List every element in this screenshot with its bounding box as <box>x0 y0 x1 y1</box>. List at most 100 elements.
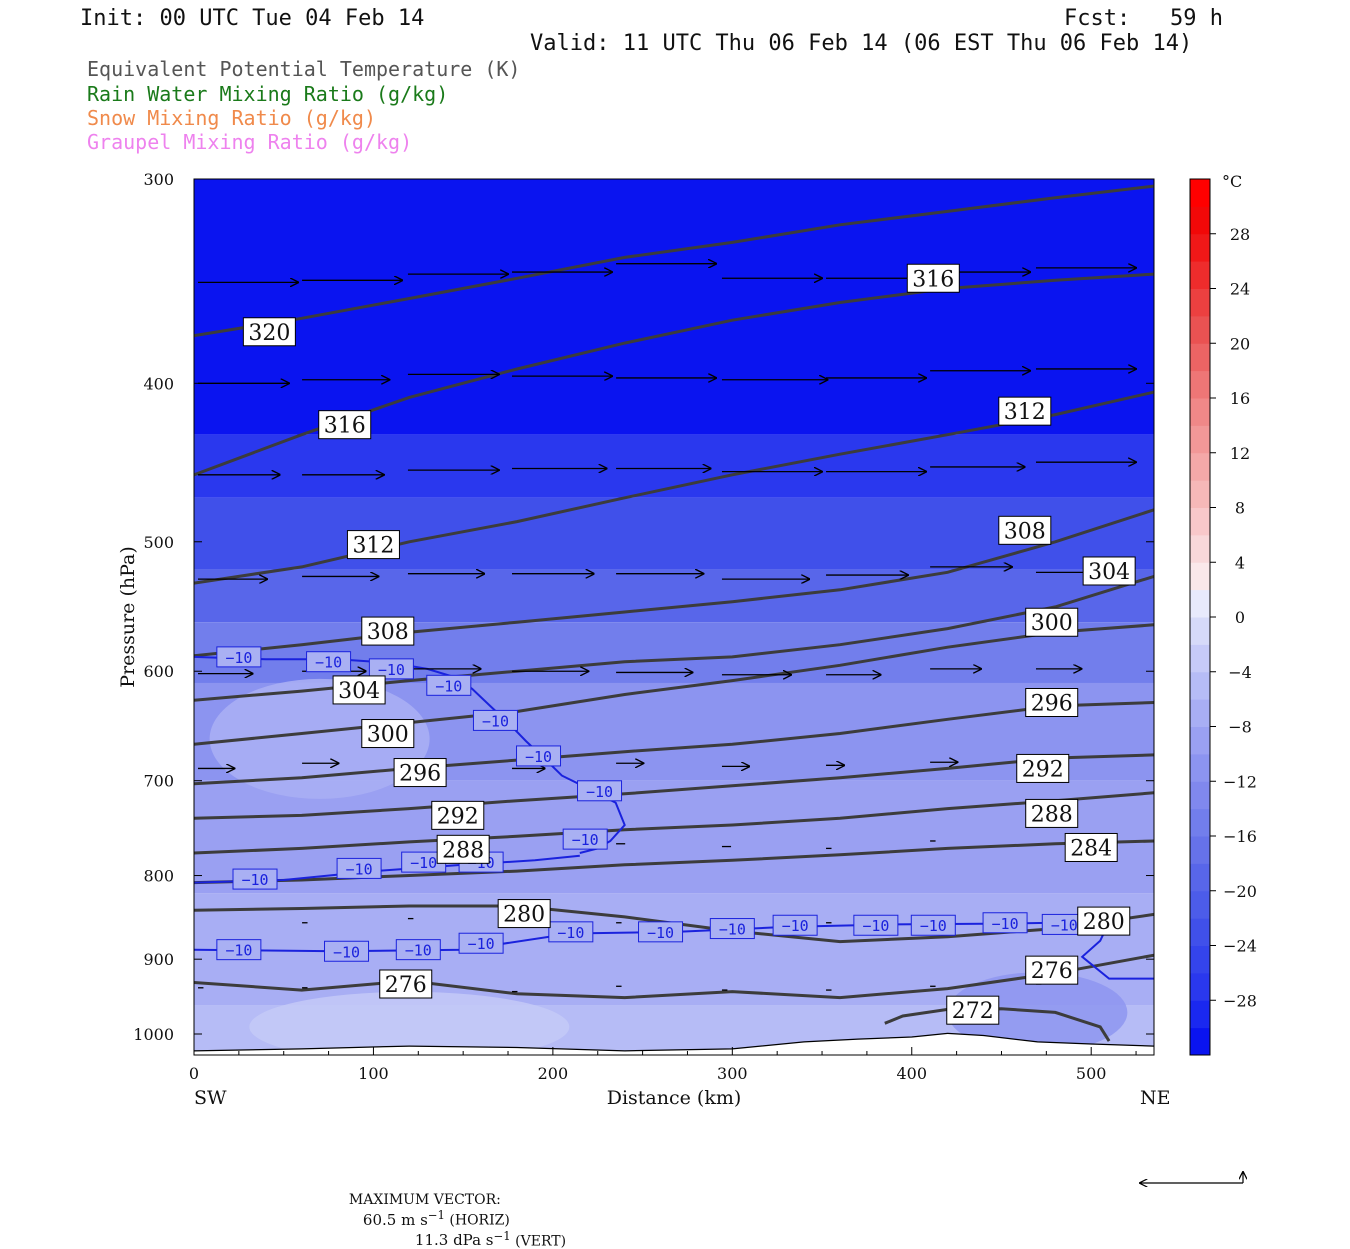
temperature-label-box <box>216 646 262 668</box>
theta-e-label-box <box>998 515 1052 545</box>
temperature-label-box <box>336 857 382 879</box>
theta-e-label: 312 <box>352 534 394 559</box>
legend-rain-water: Rain Water Mixing Ratio (g/kg) <box>87 82 449 106</box>
temperature-label-box <box>324 940 370 962</box>
y-tick-label: 900 <box>143 950 174 969</box>
temperature-label: −10 <box>405 942 432 960</box>
colorbar-band <box>1190 288 1210 317</box>
theta-e-label-box <box>393 758 447 788</box>
theta-e-label: 296 <box>1031 692 1073 717</box>
theta-e-label: 304 <box>1088 560 1130 585</box>
colorbar-tick-label: 0 <box>1235 608 1245 627</box>
colorbar-band <box>1190 863 1210 892</box>
temperature-label-box <box>395 939 441 961</box>
colorbar-tick-label: 8 <box>1235 499 1245 518</box>
theta-e-label-box <box>318 410 372 440</box>
colorbar-band <box>1190 972 1210 1001</box>
theta-e-label-box <box>1064 832 1118 862</box>
temperature-label-box <box>516 745 562 767</box>
temperature-label: −10 <box>557 924 584 942</box>
temperature-label: −10 <box>647 924 674 942</box>
theta-e-contour-288 <box>194 791 1154 855</box>
vert-exp: −1 <box>493 1228 511 1243</box>
colorbar-tick-label: 20 <box>1230 334 1250 353</box>
temperature-label: −10 <box>410 854 437 872</box>
temperature-label: −10 <box>435 677 462 695</box>
temperature-label-box <box>853 914 899 936</box>
temperature-label-box <box>306 651 352 673</box>
theta-e-label: 304 <box>338 679 380 704</box>
theta-e-label-box <box>1025 688 1079 718</box>
temperature-label-box <box>216 939 262 961</box>
legend-snow: Snow Mixing Ratio (g/kg) <box>87 106 376 130</box>
valid-time: Valid: 11 UTC Thu 06 Feb 14 (06 EST Thu … <box>530 31 1193 56</box>
temperature-label: −10 <box>782 917 809 935</box>
colorbar-band <box>1190 562 1210 591</box>
colorbar: 28 24 20 16 12 8 4 0 −4 −8 −12 −16 −20 −24 −28 °C <box>1189 172 1257 1056</box>
colorbar-band <box>1190 753 1210 782</box>
x-right-end-label: NE <box>1140 1087 1171 1109</box>
theta-e-label: 288 <box>442 838 484 863</box>
x-tick-label: 300 <box>717 1064 748 1083</box>
colorbar-band <box>1190 507 1210 536</box>
theta-e-label-box <box>361 616 415 646</box>
theta-e-label-box <box>906 263 960 293</box>
colorbar-tick-label: −4 <box>1228 663 1252 682</box>
temperature-label-box <box>638 921 684 943</box>
theta-e-label: 316 <box>324 414 366 439</box>
colorbar-band <box>1190 425 1210 454</box>
colorbar-band <box>1190 233 1210 262</box>
temperature-label: −10 <box>468 935 495 953</box>
horiz-tag: (HORIZ) <box>444 1212 510 1229</box>
horiz-value: 60.5 m s <box>362 1210 428 1229</box>
colorbar-band <box>1190 836 1210 864</box>
temperature-label-box <box>577 780 623 802</box>
theta-e-label-box <box>242 317 296 347</box>
theta-e-label-box <box>1025 955 1079 985</box>
colorbar-band <box>1190 343 1210 372</box>
colorbar-band <box>1190 480 1210 508</box>
theta-e-label-box <box>379 969 433 999</box>
temperature-label: −10 <box>525 748 552 766</box>
theta-e-label: 284 <box>1070 836 1112 861</box>
theta-e-label: 292 <box>437 804 479 829</box>
temperature-label-box <box>709 918 755 940</box>
horiz-exp: −1 <box>427 1208 445 1222</box>
theta-e-label: 276 <box>385 973 427 998</box>
theta-e-label: 312 <box>1004 400 1046 425</box>
forecast-hour: Fcst: 59 h <box>1064 6 1223 31</box>
init-time: Init: 00 UTC Tue 04 Feb 14 <box>80 6 425 31</box>
theta-e-labels: 316 320 316 312 312 308 304 308 300 304 296 300 292 2… <box>242 263 1136 1025</box>
colorbar-tick-label: −8 <box>1228 718 1252 737</box>
temperature-label: −10 <box>315 654 342 672</box>
theta-e-label-box <box>431 800 485 830</box>
temperature-label: −10 <box>378 661 405 679</box>
theta-e-label-box <box>346 530 400 560</box>
colorbar-band <box>1190 781 1210 810</box>
colorbar-band <box>1190 261 1210 289</box>
colorbar-tick-label: −12 <box>1223 772 1257 791</box>
temperature-label: −10 <box>719 921 746 939</box>
colorbar-tick-label: 28 <box>1230 225 1250 244</box>
colorbar-band <box>1190 589 1210 618</box>
theta-e-contour-296 <box>194 701 1154 786</box>
below-ground-fill <box>194 1034 1154 1055</box>
theta-e-label: 320 <box>248 321 290 346</box>
colorbar-band <box>1190 726 1210 755</box>
theta-e-contour-308 <box>194 508 1154 658</box>
colorbar-unit: °C <box>1222 172 1242 191</box>
temperature-label-box <box>472 709 518 731</box>
theta-e-label: 288 <box>1031 802 1073 827</box>
colorbar-band <box>1190 1000 1210 1029</box>
theta-e-contour-272 <box>884 1007 1111 1042</box>
colorbar-band <box>1190 699 1210 727</box>
terrain-surface <box>193 1032 1155 1055</box>
y-tick-label: 300 <box>143 170 174 189</box>
shading-pocket <box>249 991 570 1055</box>
colorbar-tick-label: −28 <box>1223 991 1257 1010</box>
colorbar-tick-label: 16 <box>1230 389 1250 408</box>
theta-e-label: 316 <box>912 267 954 292</box>
temperature-label: −10 <box>346 860 373 878</box>
theta-e-label: 276 <box>1031 959 1073 984</box>
shading-band <box>194 569 1154 623</box>
